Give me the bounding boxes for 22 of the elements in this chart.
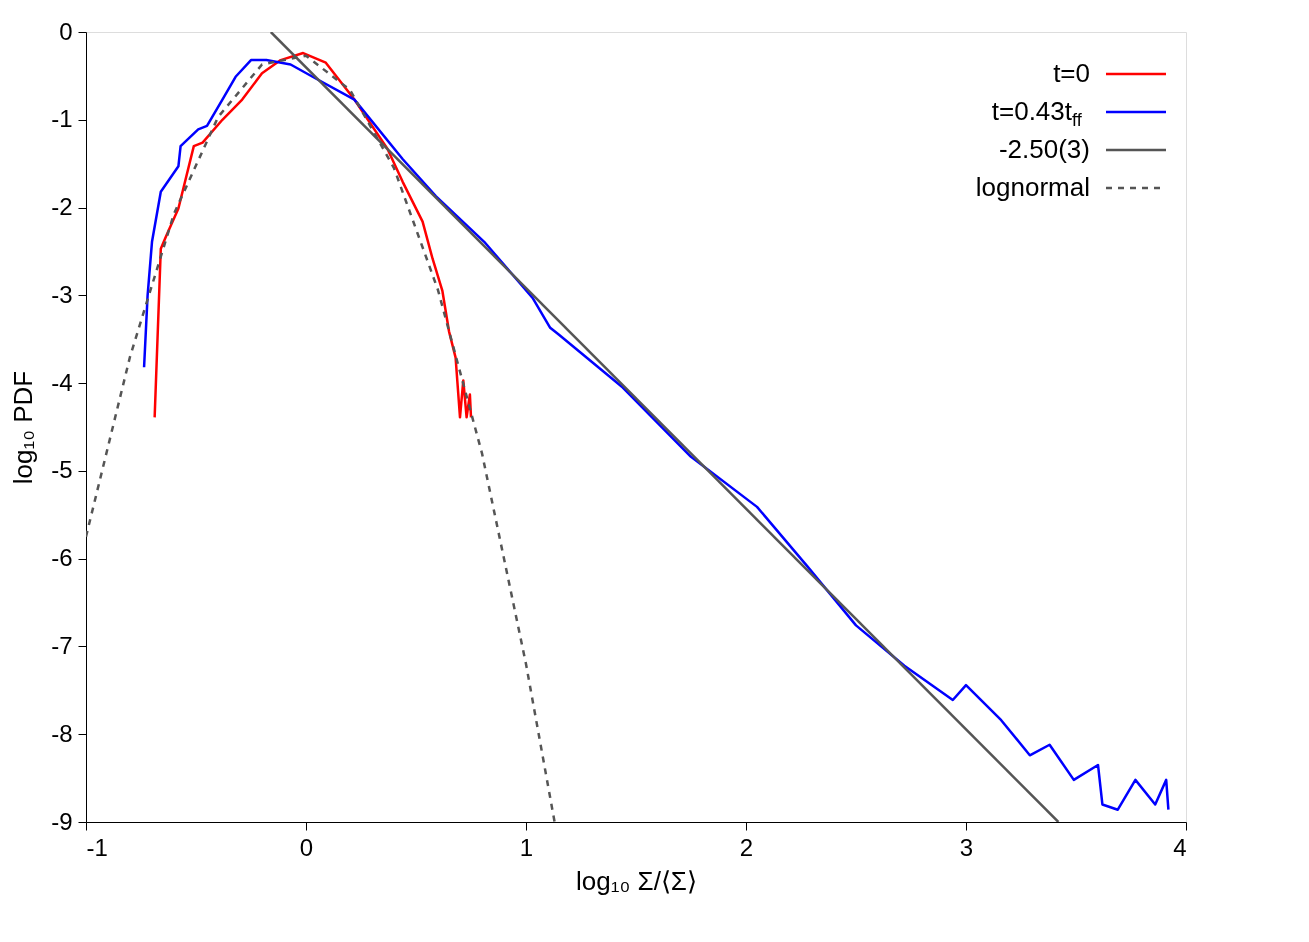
y-tick-label: -7 [51,631,73,659]
x-tick-label: 2 [739,833,754,861]
y-tick-label: -5 [51,456,73,484]
legend-label: t=0 [1053,58,1090,88]
y-tick-label: -9 [51,807,73,835]
y-tick-label: -8 [51,719,73,747]
y-axis-title: log₁₀ PDF [8,370,39,485]
y-tick-label: -4 [51,368,73,396]
y-tick-label: -6 [51,544,73,572]
x-tick-label: -1 [86,833,108,861]
x-tick-label: 3 [959,833,974,861]
x-tick-label: 4 [1173,833,1187,861]
line-series [142,58,1170,811]
legend-label: lognormal [975,172,1090,202]
x-tick-label: 0 [299,833,314,861]
y-tick-label: -3 [51,280,73,308]
y-tick-label: 0 [59,17,73,45]
x-axis-title: log₁₀ Σ/⟨Σ⟩ [576,865,697,896]
y-tick-label: -2 [51,193,73,221]
legend-label: -2.50(3) [998,134,1090,164]
y-tick-label: -1 [51,105,73,133]
x-tick-label: 1 [519,833,534,861]
